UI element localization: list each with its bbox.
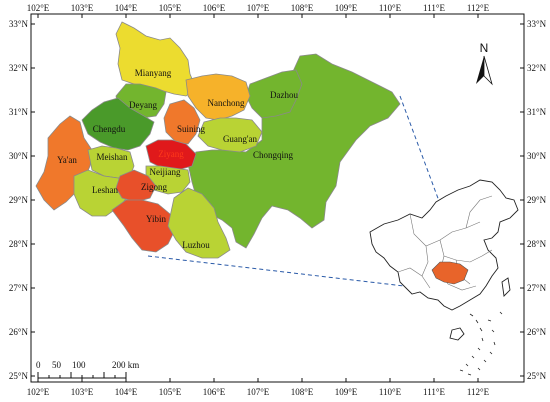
right-tick-label: 32°N xyxy=(527,63,547,73)
bottom-tick-label: 110°E xyxy=(379,387,402,397)
bottom-tick-labels: 102°E 103°E 104°E 105°E 106°E 107°E 108°… xyxy=(27,387,490,397)
scale-label: 100 xyxy=(72,360,86,370)
region-nanchong xyxy=(185,73,251,121)
bottom-tick-label: 103°E xyxy=(71,387,94,397)
region-yibin xyxy=(111,199,177,253)
china-outline xyxy=(369,179,519,311)
top-tick-label: 107°E xyxy=(247,3,270,13)
left-tick-label: 28°N xyxy=(9,239,29,249)
scale-label: 0 xyxy=(36,360,41,370)
left-tick-label: 31°N xyxy=(9,107,29,117)
top-tick-label: 103°E xyxy=(71,3,94,13)
inset-highlight-region xyxy=(431,261,469,285)
city-labels: Mianyang Nanchong Dazhou Deyang Chengdu … xyxy=(57,68,298,250)
region-mianyang xyxy=(115,21,197,97)
right-tick-labels: 33°N 32°N 31°N 30°N 29°N 28°N 27°N 26°N … xyxy=(527,19,547,381)
city-label-yaan: Ya'an xyxy=(57,155,77,165)
left-tick-label: 32°N xyxy=(9,63,29,73)
scale-label: 200 km xyxy=(112,360,139,370)
frame-ticks xyxy=(31,14,524,382)
top-tick-label: 102°E xyxy=(27,3,50,13)
city-label-nanchong: Nanchong xyxy=(208,98,245,108)
city-label-deyang: Deyang xyxy=(129,100,157,110)
south-sea-islands xyxy=(459,311,503,376)
bottom-tick-label: 104°E xyxy=(115,387,138,397)
city-label-ziyang: Ziyang xyxy=(158,149,184,159)
city-label-meishan: Meishan xyxy=(97,152,128,162)
connector-top xyxy=(399,95,453,237)
region-guangan xyxy=(197,117,263,153)
bottom-tick-label: 112°E xyxy=(467,387,490,397)
city-label-zigong: Zigong xyxy=(141,182,167,192)
right-tick-label: 31°N xyxy=(527,107,547,117)
region-ziyang xyxy=(145,139,197,171)
left-tick-labels: 33°N 32°N 31°N 30°N 29°N 28°N 27°N 26°N … xyxy=(9,19,29,381)
right-tick-label: 30°N xyxy=(527,151,547,161)
left-tick-label: 29°N xyxy=(9,195,29,205)
top-tick-labels: 102°E 103°E 104°E 105°E 106°E 107°E 108°… xyxy=(27,3,490,13)
top-tick-label: 108°E xyxy=(291,3,314,13)
bottom-tick-label: 111°E xyxy=(423,387,445,397)
left-tick-label: 26°N xyxy=(9,327,29,337)
city-label-neijiang: Neijiang xyxy=(150,167,181,177)
region-suining xyxy=(163,99,201,145)
region-chengdu xyxy=(81,97,155,151)
top-tick-label: 110°E xyxy=(379,3,402,13)
left-tick-label: 33°N xyxy=(9,19,29,29)
inset-connectors xyxy=(147,95,453,291)
region-leshan xyxy=(73,169,131,217)
bottom-tick-label: 106°E xyxy=(203,387,226,397)
left-tick-label: 25°N xyxy=(9,371,29,381)
city-label-suining: Suining xyxy=(177,124,206,134)
top-tick-label: 106°E xyxy=(203,3,226,13)
city-label-chengdu: Chengdu xyxy=(93,124,126,134)
city-label-yibin: Yibin xyxy=(146,214,167,224)
region-zigong xyxy=(115,169,157,203)
bottom-tick-label: 102°E xyxy=(27,387,50,397)
city-label-luzhou: Luzhou xyxy=(182,240,210,250)
hainan-island xyxy=(449,327,465,341)
top-tick-label: 104°E xyxy=(115,3,138,13)
region-dazhou xyxy=(245,69,303,119)
inset-china-map xyxy=(369,179,519,376)
right-tick-label: 26°N xyxy=(527,327,547,337)
city-label-mianyang: Mianyang xyxy=(135,68,172,78)
regions xyxy=(35,21,401,259)
right-tick-label: 29°N xyxy=(527,195,547,205)
city-label-dazhou: Dazhou xyxy=(270,90,298,100)
left-tick-label: 30°N xyxy=(9,151,29,161)
top-tick-label: 105°E xyxy=(159,3,182,13)
top-tick-label: 112°E xyxy=(467,3,490,13)
left-tick-label: 27°N xyxy=(9,283,29,293)
top-tick-label: 109°E xyxy=(335,3,358,13)
region-luzhou xyxy=(167,187,231,259)
top-tick-label: 111°E xyxy=(423,3,445,13)
city-label-leshan: Leshan xyxy=(92,185,118,195)
scale-label: 50 xyxy=(52,360,62,370)
right-tick-label: 27°N xyxy=(527,283,547,293)
bottom-tick-label: 107°E xyxy=(247,387,270,397)
right-tick-label: 25°N xyxy=(527,371,547,381)
region-chongqing xyxy=(187,53,401,249)
right-tick-label: 28°N xyxy=(527,239,547,249)
city-label-chongqing: Chongqing xyxy=(253,150,294,160)
bottom-tick-label: 108°E xyxy=(291,387,314,397)
north-arrow-icon: N xyxy=(476,41,493,86)
taiwan-island xyxy=(501,277,511,297)
bottom-tick-label: 109°E xyxy=(335,387,358,397)
north-label: N xyxy=(480,41,489,55)
scale-bar: 0 50 100 200 km xyxy=(36,360,139,379)
city-label-guangan: Guang'an xyxy=(223,134,258,144)
right-tick-label: 33°N xyxy=(527,19,547,29)
bottom-tick-label: 105°E xyxy=(159,387,182,397)
